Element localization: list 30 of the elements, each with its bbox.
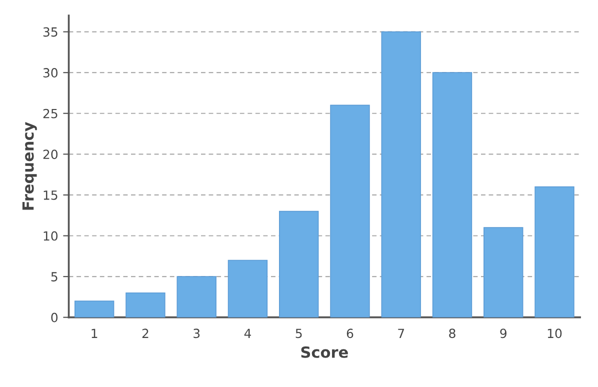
bar xyxy=(279,210,319,318)
bar xyxy=(126,292,166,318)
x-axis-title: Score xyxy=(301,346,348,358)
x-tick-label: 8 xyxy=(449,328,456,338)
y-tick-label: 35 xyxy=(43,27,58,37)
bar xyxy=(228,260,268,318)
x-tick-label: 2 xyxy=(142,328,148,338)
x-tick-label: 3 xyxy=(194,328,200,338)
y-tick-label: 10 xyxy=(44,231,58,241)
y-tick-label: 25 xyxy=(43,108,58,118)
x-tick-label: 6 xyxy=(346,328,354,338)
bar xyxy=(176,276,216,318)
y-tick-label: 5 xyxy=(51,272,58,282)
y-tick-label: 30 xyxy=(43,68,58,78)
bar xyxy=(74,300,114,318)
x-tick-label: 1 xyxy=(92,328,98,338)
x-tick-label: 7 xyxy=(398,328,404,338)
bar xyxy=(330,104,370,318)
x-tick-label: 9 xyxy=(500,328,506,338)
x-tick-label: 5 xyxy=(296,328,302,338)
y-tick-label: 0 xyxy=(51,312,58,322)
bar xyxy=(484,227,524,318)
bar xyxy=(432,72,472,318)
bar xyxy=(381,31,421,318)
y-tick-label: 15 xyxy=(44,190,58,200)
x-tick-label: 10 xyxy=(548,328,562,338)
y-tick-label: 20 xyxy=(43,150,58,160)
bar xyxy=(534,186,574,318)
y-axis-title: Frequency xyxy=(22,122,37,210)
x-tick-label: 4 xyxy=(244,328,251,338)
